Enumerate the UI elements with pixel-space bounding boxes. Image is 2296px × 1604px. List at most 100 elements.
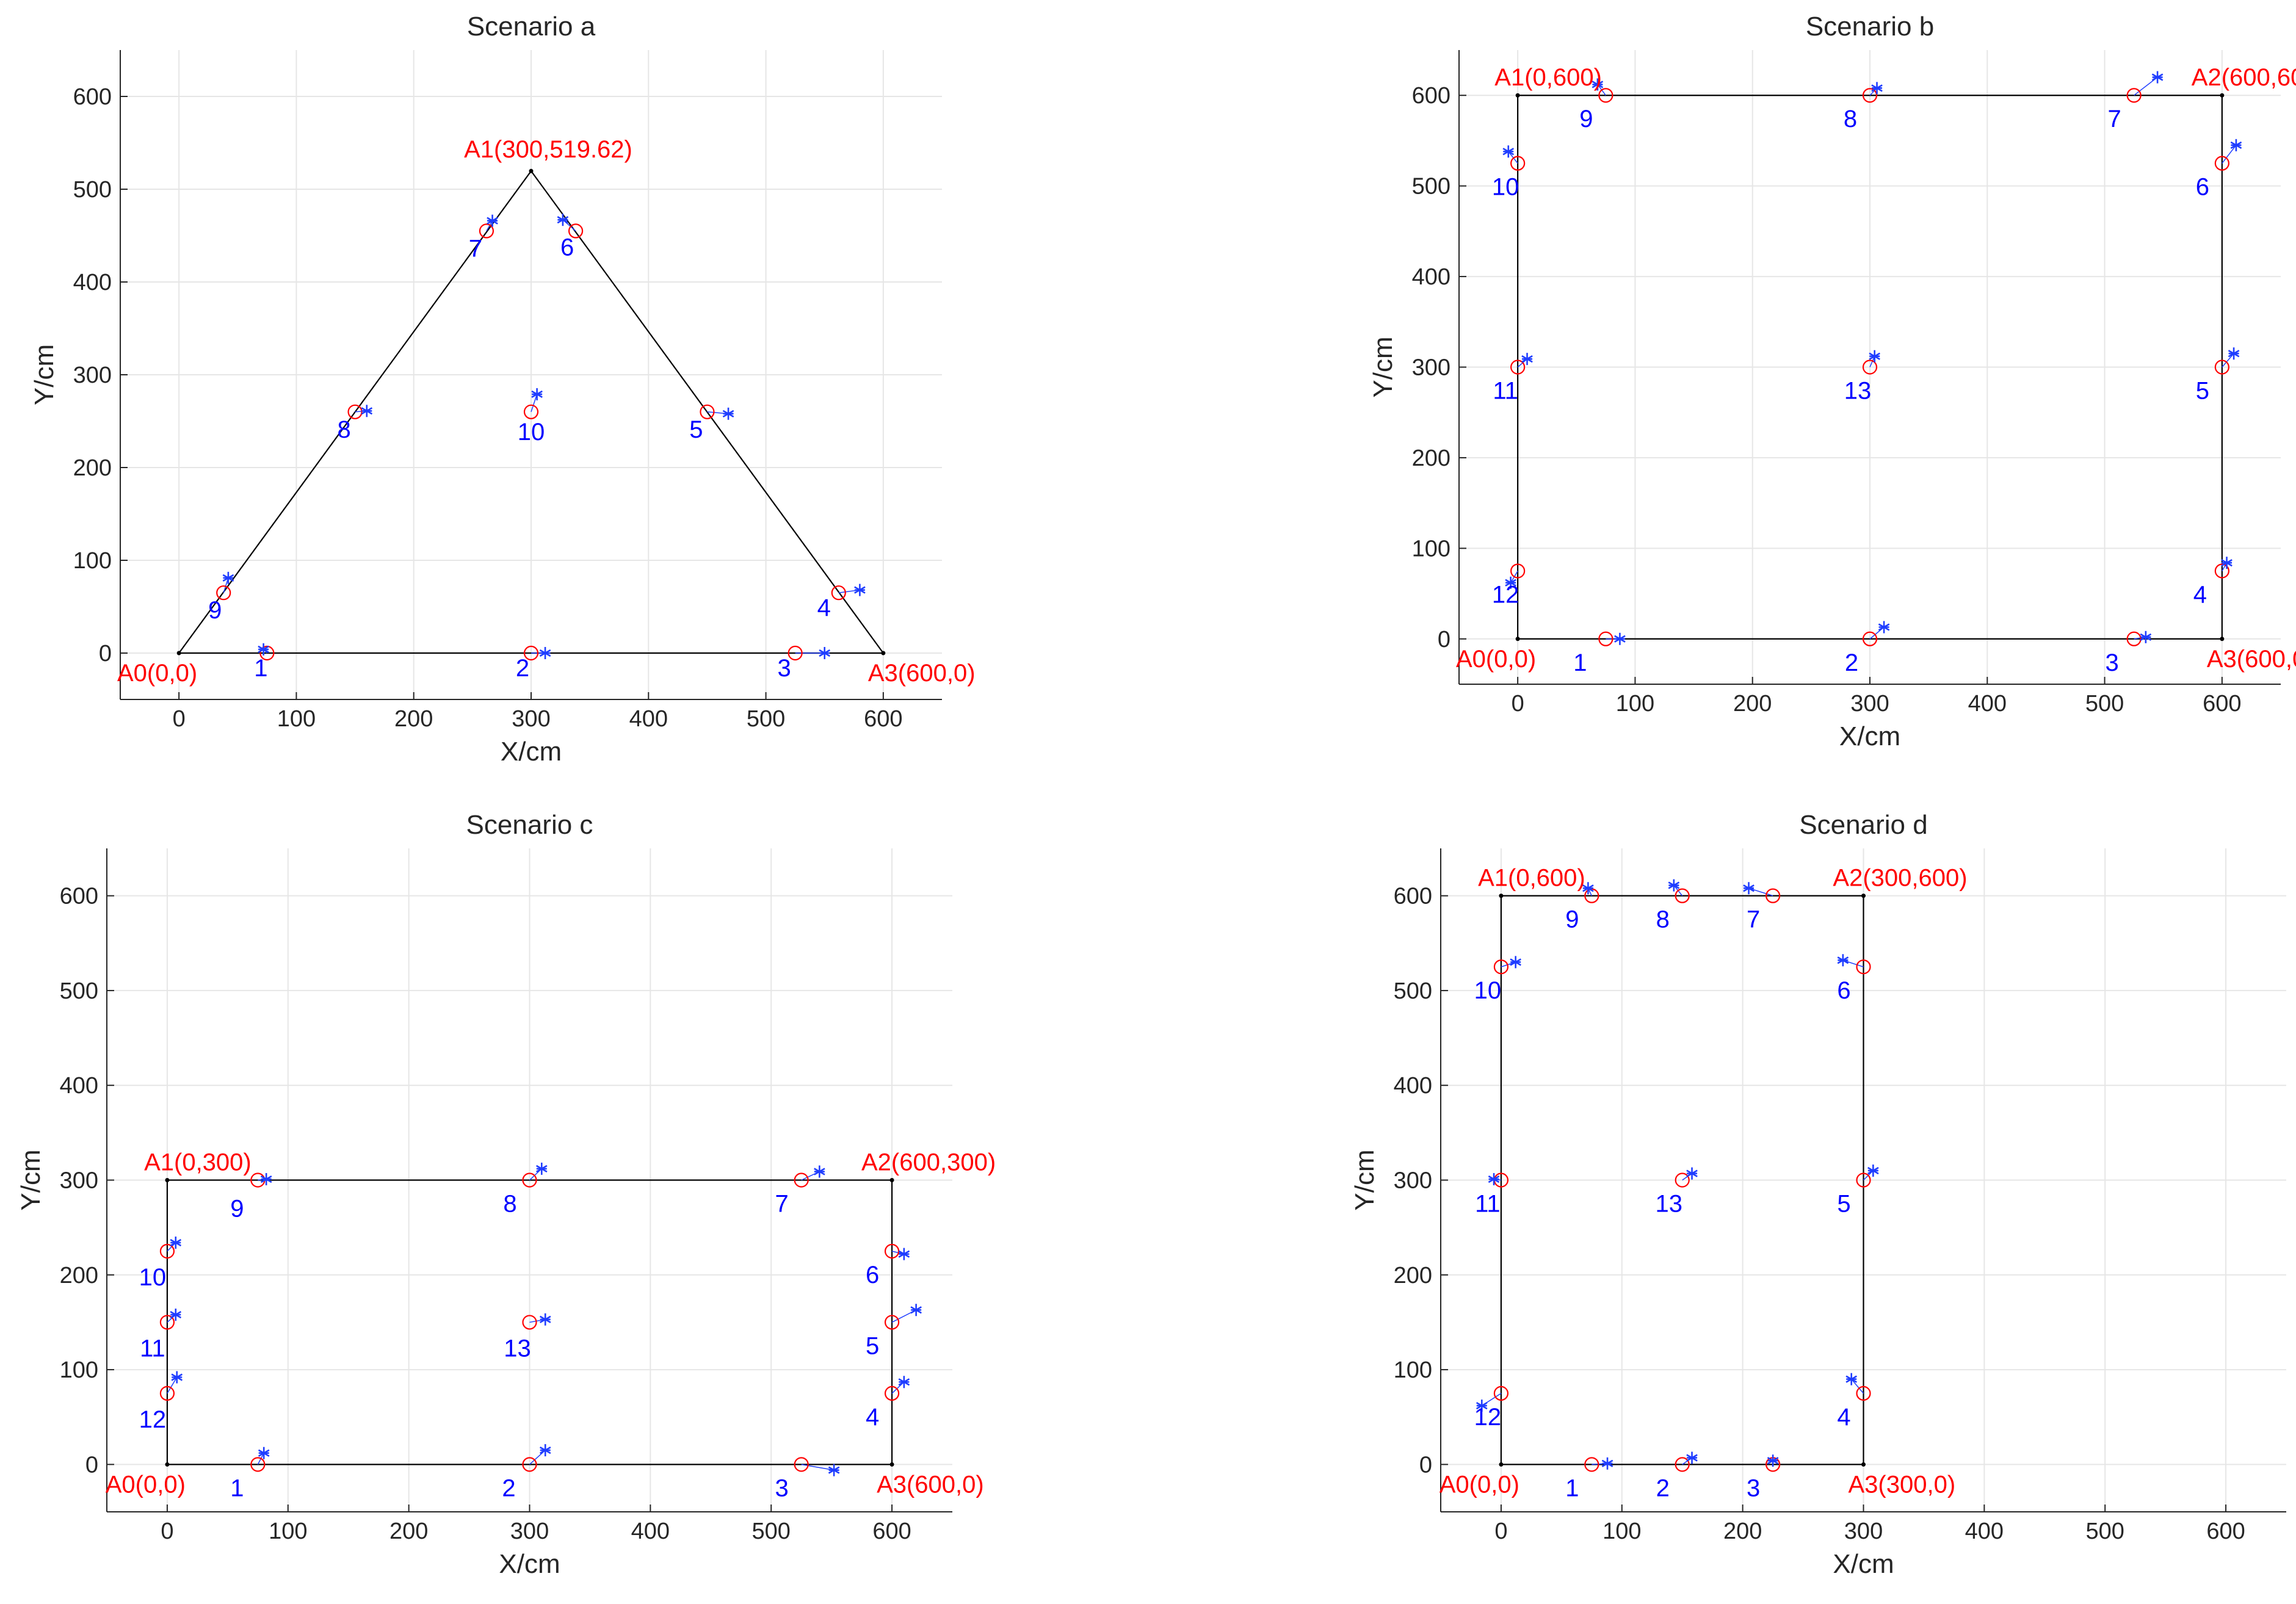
x-tick-label: 200 [1733,691,1772,717]
node-label: 9 [208,597,222,624]
estimated-position-marker [487,214,498,227]
anchor-label: A0(0,0) [106,1471,186,1498]
x-tick-label: 100 [1602,1519,1641,1544]
true-position-marker [522,1315,537,1330]
estimated-position-marker [1505,576,1516,589]
node-label: 6 [866,1262,879,1288]
true-position-marker [523,645,539,661]
estimated-position-marker [722,407,734,420]
y-tick-label: 500 [73,177,112,203]
estimated-position-marker [557,214,569,226]
node-label: 2 [516,655,529,682]
x-tick-label: 100 [269,1519,307,1544]
x-tick-label: 0 [173,706,186,732]
node-label: 2 [1845,649,1858,676]
true-position-marker [1598,631,1613,646]
x-tick-label: 0 [1494,1519,1507,1544]
node-label: 12 [139,1406,167,1433]
true-position-marker [1862,359,1878,375]
anchor-label: A0(0,0) [1456,646,1536,673]
node-label: 3 [2106,649,2119,676]
estimated-position-marker [854,583,866,596]
x-tick-label: 500 [2085,691,2124,717]
anchor-marker [889,1462,894,1467]
estimated-position-marker [1476,1400,1488,1412]
anchor-marker [2220,637,2225,641]
y-tick-label: 0 [1438,627,1450,652]
node-label: 10 [1492,174,1519,201]
y-tick-label: 100 [73,548,112,574]
node-label: 1 [230,1475,244,1501]
anchor-label: A2(600,300) [861,1149,996,1176]
x-tick-label: 600 [872,1519,911,1544]
estimated-position-marker [222,571,234,584]
node-label: 11 [1493,378,1518,405]
chart-title: Scenario b [1806,12,1934,42]
anchor-label: A3(600,0) [868,660,976,687]
node-label: 11 [1475,1191,1501,1218]
estimated-position-marker [1510,956,1521,969]
estimated-position-marker [1743,882,1755,895]
estimated-position-marker [1867,1164,1879,1177]
chart-panel: 0 100 200 300 400 500 600 0 100 200 300 400 500 600 Sc… [1350,810,2286,1579]
anchor-label: A0(0,0) [1440,1471,1519,1498]
x-tick-label: 500 [747,706,785,732]
true-position-marker [568,223,584,239]
true-position-marker [2126,88,2142,103]
anchor-marker [1499,894,1504,898]
error-line [1748,887,1773,897]
estimated-position-marker [539,647,551,659]
estimated-position-marker [2230,139,2242,151]
true-position-marker [1856,959,1871,975]
node-label: 8 [337,416,350,443]
y-tick-label: 300 [1412,355,1450,381]
estimated-position-marker [1582,882,1594,895]
chart-title: Scenario a [467,12,596,42]
y-tick-label: 600 [1412,83,1450,109]
y-tick-label: 400 [1412,264,1450,290]
true-position-marker [159,1315,175,1330]
anchor-marker [1861,894,1866,898]
true-position-marker [259,645,275,661]
estimated-position-marker [258,1447,270,1459]
true-position-marker [1675,1172,1690,1188]
true-position-marker [2214,156,2229,171]
y-tick-label: 0 [85,1452,98,1478]
estimated-position-marker [819,647,831,659]
y-tick-label: 400 [60,1073,98,1099]
error-line [2222,353,2234,367]
node-label: 13 [1655,1191,1682,1218]
true-position-marker [159,1243,175,1259]
y-tick-label: 400 [73,270,112,295]
estimated-position-marker [1614,632,1626,645]
true-position-marker [2126,631,2142,646]
true-position-marker [884,1315,900,1330]
estimated-position-marker [1521,353,1533,366]
y-tick-label: 600 [73,84,112,110]
x-tick-label: 0 [1512,691,1524,717]
estimated-position-marker [2140,630,2152,643]
true-position-marker [1510,359,1526,375]
y-tick-label: 400 [1394,1073,1432,1099]
error-line [531,394,538,413]
true-position-marker [1856,1385,1871,1401]
estimated-position-marker [1488,1172,1500,1185]
x-tick-label: 300 [510,1519,549,1544]
node-label: 9 [1565,906,1579,933]
estimated-position-marker [1869,350,1881,363]
x-tick-label: 300 [512,706,550,732]
node-label: 6 [1837,977,1850,1004]
anchor-label: A0(0,0) [117,660,197,687]
error-line [2222,145,2237,164]
x-tick-label: 400 [629,706,668,732]
true-position-marker [1862,631,1878,646]
anchor-marker [1515,93,1520,98]
y-tick-label: 200 [73,455,112,481]
estimated-position-marker [898,1248,910,1260]
true-position-marker [2214,563,2229,579]
node-label: 4 [2193,581,2207,608]
x-tick-label: 400 [631,1519,670,1544]
node-label: 7 [1747,906,1760,933]
estimated-position-marker [531,388,543,400]
